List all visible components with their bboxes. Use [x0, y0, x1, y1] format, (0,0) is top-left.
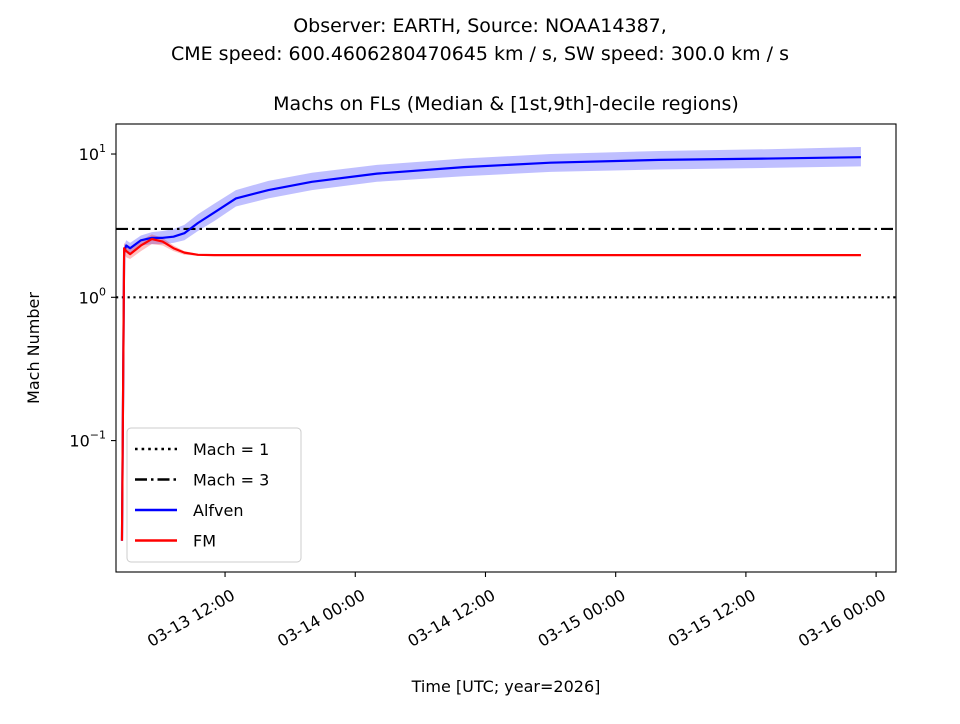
x-tick-label: 03-14 12:00	[404, 585, 498, 650]
y-tick-label: 100	[79, 285, 106, 307]
x-tick-label: 03-16 00:00	[795, 585, 889, 650]
legend-box	[126, 427, 302, 563]
plot-frame	[115, 123, 897, 573]
chart-title: Observer: EARTH, Source: NOAA14387,	[293, 15, 667, 37]
legend-label: Mach = 1	[193, 440, 269, 459]
y-tick-base: 10	[79, 288, 99, 307]
x-axis-label: Time [UTC; year=2026]	[411, 677, 601, 696]
y-tick-base: 10	[79, 145, 99, 164]
x-tick-label: 03-13 12:00	[144, 585, 238, 650]
legend-label: Mach = 3	[193, 471, 269, 490]
line	[120, 237, 861, 541]
y-tick-label: 10−1	[69, 429, 106, 451]
line	[120, 156, 861, 541]
x-tick-label: 03-15 00:00	[535, 585, 629, 650]
y-tick-base: 10	[69, 432, 89, 451]
y-tick-exponent: 0	[99, 285, 106, 298]
y-axis-label: Mach Number	[24, 292, 43, 404]
y-tick-exponent: 1	[99, 142, 106, 155]
y-tick-exponent: −1	[90, 429, 106, 442]
y-tick-label: 101	[79, 142, 106, 164]
legend-label: FM	[193, 532, 216, 551]
chart-title: CME speed: 600.4606280470645 km / s, SW …	[171, 43, 789, 65]
x-tick-label: 03-14 00:00	[274, 585, 368, 650]
legend-label: Alfven	[193, 501, 243, 520]
x-tick-label: 03-15 12:00	[665, 585, 759, 650]
chart-subtitle: Machs on FLs (Median & [1st,9th]-decile …	[273, 93, 739, 115]
plot-area	[116, 146, 896, 541]
